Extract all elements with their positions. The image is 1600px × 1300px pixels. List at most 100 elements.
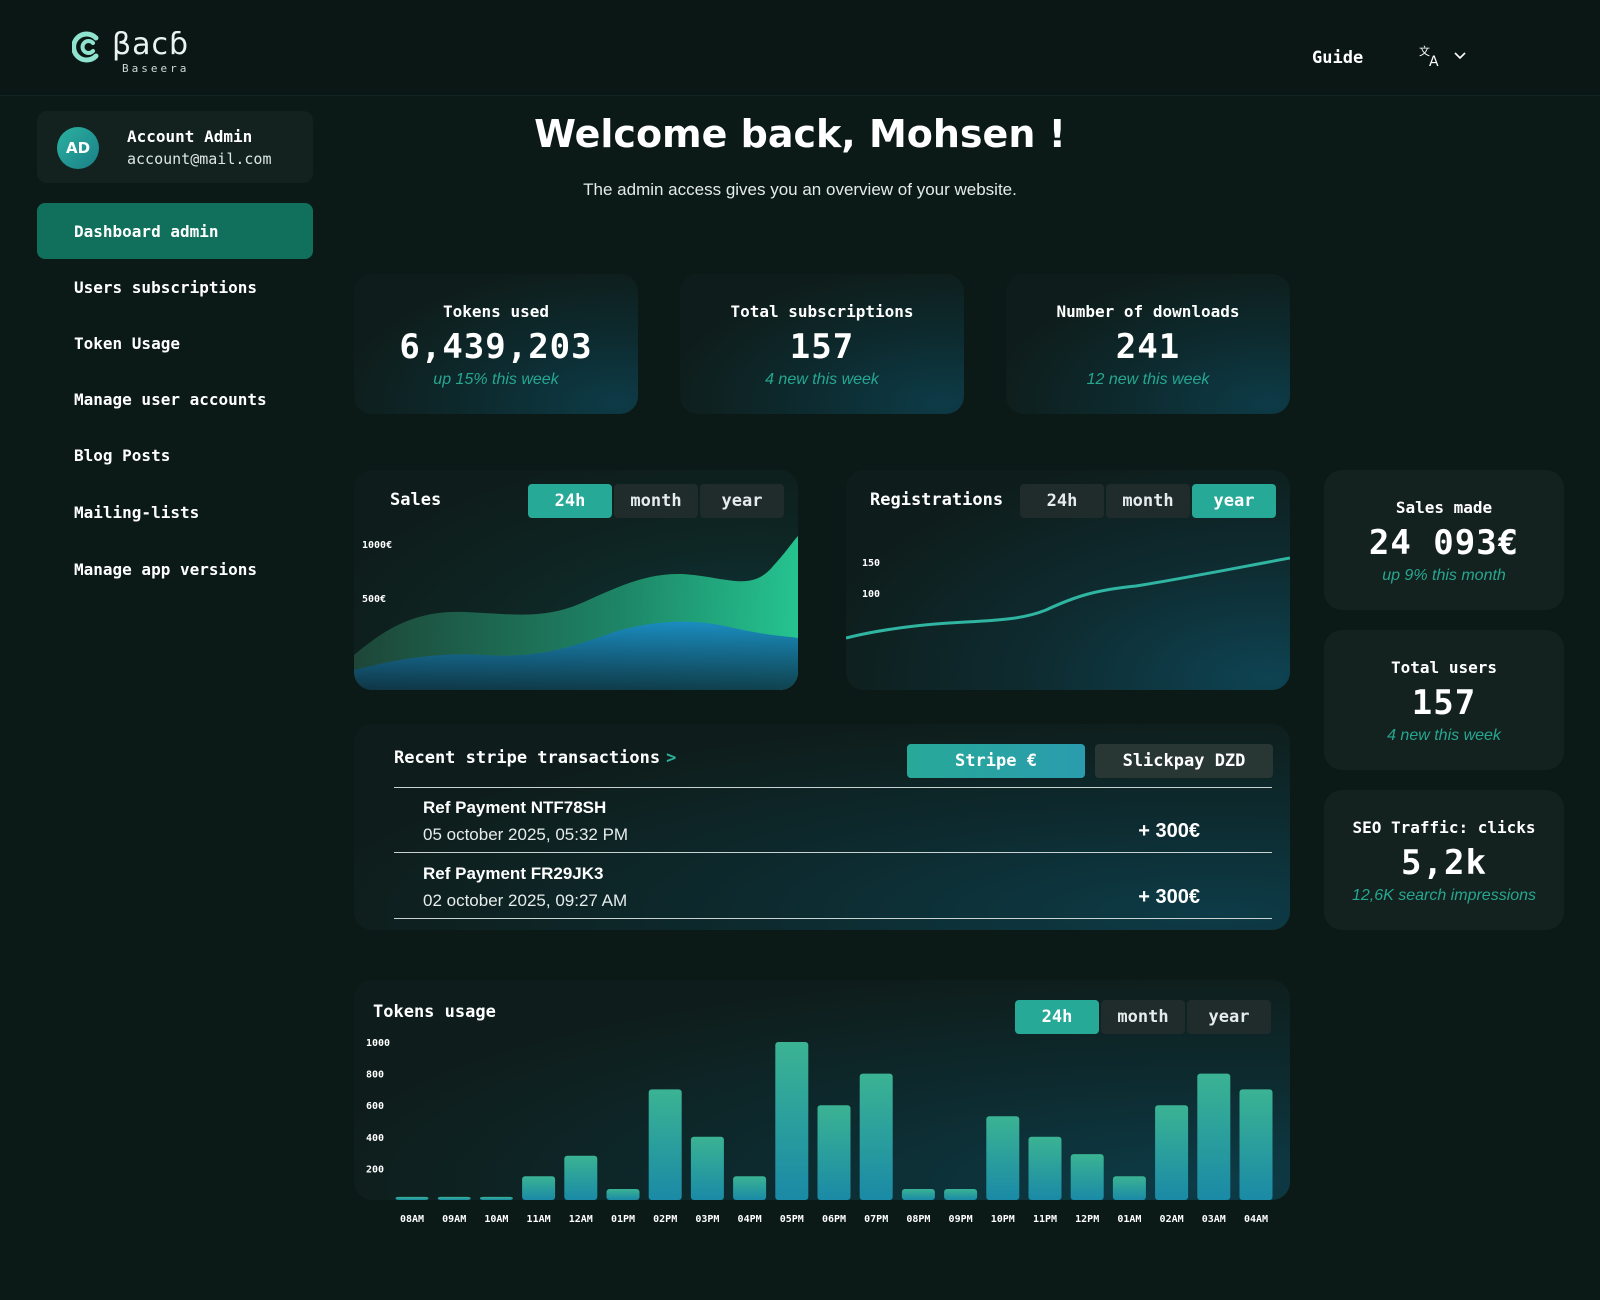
divider (394, 852, 1272, 853)
x-tick-label: 10AM (484, 1214, 508, 1225)
sales-y-label-mid: 500€ (362, 594, 387, 605)
bar-12PM[interactable] (1070, 1154, 1104, 1200)
bar-04AM[interactable] (1239, 1089, 1273, 1200)
stat-note: up 9% this month (1382, 567, 1506, 584)
top-bar: βacɓ Baseera Guide 文 A (0, 0, 1600, 96)
tokens-period-toggle: 24h month year (1015, 1000, 1271, 1034)
x-tick-label: 05PM (780, 1214, 804, 1225)
stat-label: Number of downloads (1056, 302, 1240, 321)
stat-note: 12,6K search impressions (1351, 887, 1537, 904)
stat-note: 4 new this week (1387, 727, 1501, 744)
bar-03AM[interactable] (1197, 1073, 1231, 1200)
bar-11PM[interactable] (1028, 1136, 1062, 1200)
bar-12AM[interactable] (564, 1155, 598, 1200)
sidebar-nav: Dashboard admin Users subscriptions Toke… (37, 203, 313, 597)
tab-stripe-eur[interactable]: Stripe € (907, 744, 1085, 778)
sales-period-month[interactable]: month (614, 484, 698, 518)
x-tick-label: 03AM (1202, 1214, 1226, 1225)
side-card-seo-traffic: SEO Traffic: clicks 5,2k 12,6K search im… (1324, 790, 1564, 930)
svg-text:文: 文 (1419, 44, 1430, 58)
bar-11AM[interactable] (522, 1176, 556, 1200)
tokens-usage-title: Tokens usage (373, 1002, 496, 1022)
sales-chart-card: Sales 24h month year 1000€ 500€ (354, 470, 798, 690)
sidebar-item-manage-user-accounts[interactable]: Manage user accounts (74, 389, 267, 409)
stat-note: 12 new this week (1086, 371, 1210, 388)
registrations-period-month[interactable]: month (1106, 484, 1190, 518)
divider (394, 787, 1272, 788)
bar-04PM[interactable] (733, 1176, 767, 1200)
transaction-amount: + 300€ (1138, 886, 1200, 908)
logo-subtitle: Baseera (122, 62, 190, 75)
stat-note: 4 new this week (765, 371, 879, 388)
side-card-total-users: Total users 157 4 new this week (1324, 630, 1564, 770)
translate-icon: 文 A (1419, 44, 1439, 68)
bar-01PM[interactable] (606, 1188, 640, 1200)
guide-link[interactable]: Guide (1312, 48, 1364, 68)
sales-period-toggle: 24h month year (528, 484, 784, 518)
x-tick-label: 01AM (1117, 1214, 1141, 1225)
registrations-period-toggle: 24h month year (1020, 484, 1276, 518)
x-tick-label: 01PM (611, 1214, 635, 1225)
x-tick-label: 02PM (653, 1214, 677, 1225)
sidebar-item-users-subscriptions[interactable]: Users subscriptions (74, 277, 258, 297)
registrations-y-label-100: 100 (862, 589, 881, 600)
bar-06PM[interactable] (817, 1105, 851, 1200)
sales-period-24h[interactable]: 24h (528, 484, 612, 518)
sidebar-item-manage-app-versions[interactable]: Manage app versions (74, 559, 258, 579)
registrations-period-24h[interactable]: 24h (1020, 484, 1104, 518)
x-tick-label: 11PM (1033, 1214, 1057, 1225)
x-tick-label: 04PM (738, 1214, 762, 1225)
bar-03PM[interactable] (690, 1136, 724, 1200)
transactions-title[interactable]: Recent stripe transactions > (394, 748, 676, 768)
registrations-line (846, 556, 1290, 640)
language-selector[interactable]: 文 A (1418, 44, 1466, 68)
bar-08AM[interactable] (395, 1196, 429, 1200)
bar-09AM[interactable] (437, 1196, 471, 1200)
bar-10PM[interactable] (986, 1116, 1020, 1200)
stat-value: 241 (1115, 327, 1181, 367)
chevron-right-icon: > (666, 748, 677, 768)
bar-02AM[interactable] (1155, 1105, 1189, 1200)
account-card[interactable]: AD Account Admin account@mail.com (37, 111, 313, 183)
divider (394, 918, 1272, 919)
sidebar-item-mailing-lists[interactable]: Mailing-lists (74, 502, 200, 522)
logo[interactable]: βacɓ Baseera (72, 30, 189, 75)
stat-value: 24 093€ (1368, 523, 1520, 563)
bar-09PM[interactable] (944, 1188, 978, 1200)
stat-card-tokens-used: Tokens used 6,439,203 up 15% this week (354, 274, 638, 414)
bar-08PM[interactable] (901, 1188, 935, 1200)
registrations-period-year[interactable]: year (1192, 484, 1276, 518)
y-tick-label: 600 (366, 1101, 384, 1112)
sidebar-item-blog-posts[interactable]: Blog Posts (74, 445, 171, 465)
transaction-ref: Ref Payment FR29JK3 (423, 864, 604, 883)
y-tick-label: 400 (366, 1133, 384, 1144)
tokens-period-24h[interactable]: 24h (1015, 1000, 1099, 1034)
stat-value: 157 (1411, 683, 1477, 723)
y-tick-label: 800 (366, 1070, 384, 1081)
registrations-title: Registrations (870, 490, 1004, 510)
x-tick-label: 12AM (569, 1214, 593, 1225)
bar-07PM[interactable] (859, 1073, 893, 1200)
tab-slickpay-dzd[interactable]: Slickpay DZD (1095, 744, 1273, 778)
stat-card-number-of-downloads: Number of downloads 241 12 new this week (1006, 274, 1290, 414)
stat-value: 157 (789, 327, 855, 367)
x-tick-label: 06PM (822, 1214, 846, 1225)
x-tick-label: 11AM (527, 1214, 551, 1225)
sidebar-item-token-usage[interactable]: Token Usage (74, 333, 180, 353)
stat-card-total-subscriptions: Total subscriptions 157 4 new this week (680, 274, 964, 414)
y-tick-label: 200 (366, 1164, 384, 1175)
transaction-ref: Ref Payment NTF78SH (423, 798, 607, 817)
bar-02PM[interactable] (648, 1089, 682, 1200)
x-tick-label: 10PM (991, 1214, 1015, 1225)
sidebar-item-dashboard-admin[interactable]: Dashboard admin (37, 203, 313, 259)
sales-area-blue (354, 621, 798, 690)
tokens-period-month[interactable]: month (1101, 1000, 1185, 1034)
bar-05PM[interactable] (775, 1042, 809, 1200)
side-card-sales-made: Sales made 24 093€ up 9% this month (1324, 470, 1564, 610)
transaction-amount: + 300€ (1138, 820, 1200, 842)
bar-10AM[interactable] (479, 1196, 513, 1200)
sales-period-year[interactable]: year (700, 484, 784, 518)
sales-y-label-top: 1000€ (362, 540, 393, 551)
tokens-period-year[interactable]: year (1187, 1000, 1271, 1034)
bar-01AM[interactable] (1112, 1176, 1146, 1200)
